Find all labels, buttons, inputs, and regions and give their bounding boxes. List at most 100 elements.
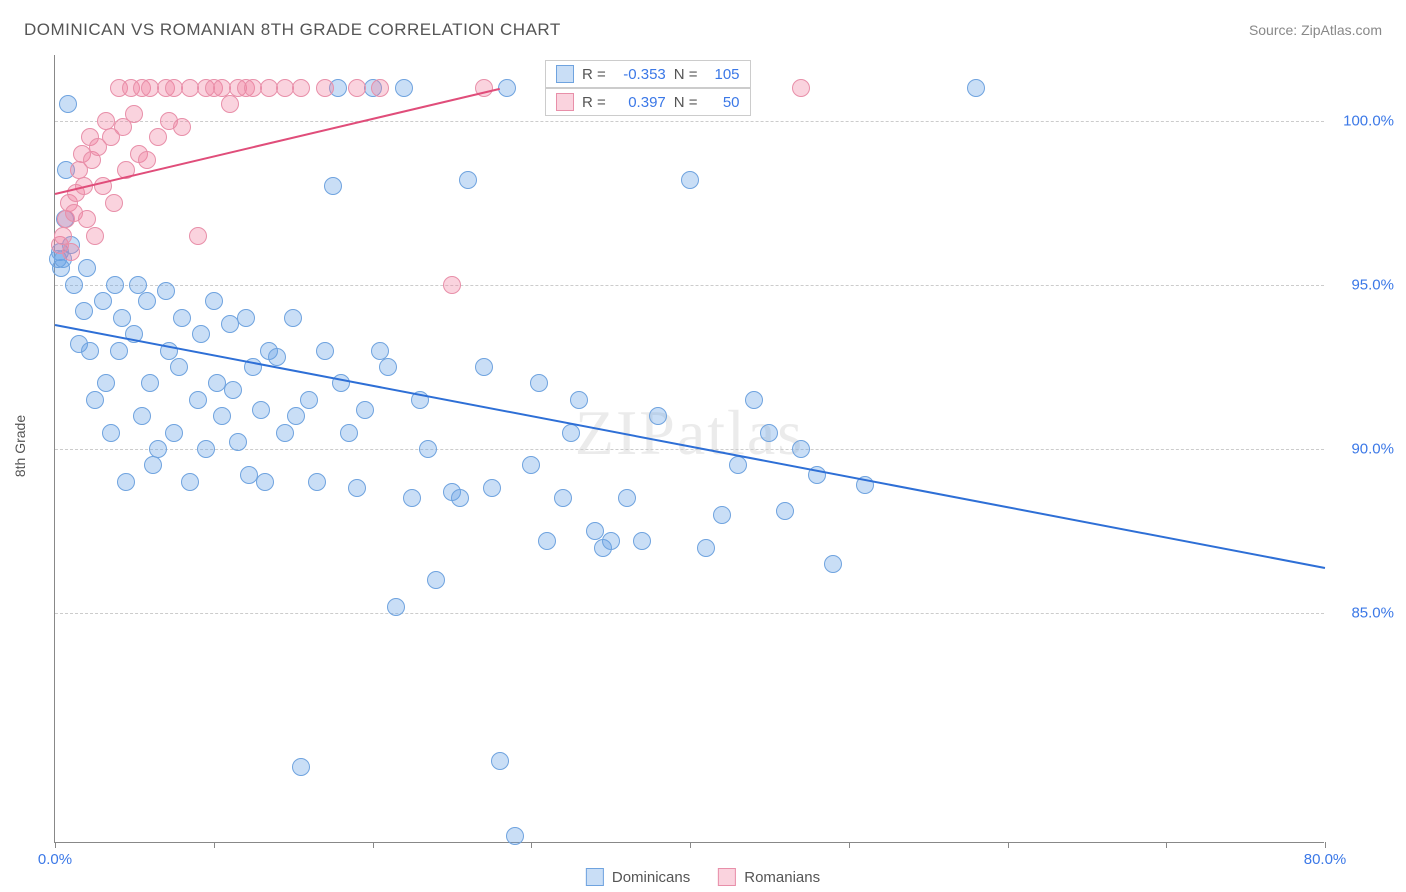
data-point-dominicans — [427, 571, 445, 589]
data-point-romanians — [86, 227, 104, 245]
data-point-dominicans — [170, 358, 188, 376]
data-point-dominicans — [157, 282, 175, 300]
data-point-romanians — [62, 243, 80, 261]
data-point-dominicans — [506, 827, 524, 845]
data-point-dominicans — [129, 276, 147, 294]
data-point-dominicans — [348, 479, 366, 497]
data-point-dominicans — [59, 95, 77, 113]
data-point-dominicans — [697, 539, 715, 557]
data-point-dominicans — [967, 79, 985, 97]
legend-swatch-icon — [556, 65, 574, 83]
data-point-dominicans — [459, 171, 477, 189]
data-point-romanians — [97, 112, 115, 130]
data-point-dominicans — [138, 292, 156, 310]
r-value: -0.353 — [614, 66, 666, 83]
data-point-dominicans — [403, 489, 421, 507]
data-point-dominicans — [745, 391, 763, 409]
x-tick-label: 80.0% — [1304, 851, 1347, 868]
data-point-dominicans — [451, 489, 469, 507]
x-tick-mark — [531, 842, 532, 848]
r-label: R = — [582, 94, 606, 111]
data-point-dominicans — [395, 79, 413, 97]
x-tick-mark — [1166, 842, 1167, 848]
data-point-dominicans — [165, 424, 183, 442]
data-point-dominicans — [308, 473, 326, 491]
data-point-dominicans — [570, 391, 588, 409]
data-point-dominicans — [633, 532, 651, 550]
data-point-romanians — [149, 128, 167, 146]
legend-swatch-icon — [586, 868, 604, 886]
data-point-romanians — [292, 79, 310, 97]
data-point-dominicans — [173, 309, 191, 327]
data-point-dominicans — [760, 424, 778, 442]
data-point-romanians — [125, 105, 143, 123]
r-value: 0.397 — [614, 94, 666, 111]
r-label: R = — [582, 66, 606, 83]
data-point-dominicans — [181, 473, 199, 491]
data-point-romanians — [792, 79, 810, 97]
data-point-romanians — [348, 79, 366, 97]
data-point-dominicans — [117, 473, 135, 491]
y-tick-label: 100.0% — [1334, 112, 1394, 129]
data-point-dominicans — [713, 506, 731, 524]
data-point-dominicans — [133, 407, 151, 425]
x-tick-mark — [214, 842, 215, 848]
n-label: N = — [674, 94, 698, 111]
legend-label: Dominicans — [612, 869, 690, 886]
data-point-dominicans — [113, 309, 131, 327]
data-point-dominicans — [94, 292, 112, 310]
data-point-romanians — [105, 194, 123, 212]
data-point-dominicans — [324, 177, 342, 195]
n-label: N = — [674, 66, 698, 83]
data-point-dominicans — [197, 440, 215, 458]
x-tick-mark — [690, 842, 691, 848]
data-point-dominicans — [340, 424, 358, 442]
data-point-romanians — [443, 276, 461, 294]
data-point-dominicans — [106, 276, 124, 294]
data-point-dominicans — [530, 374, 548, 392]
data-point-dominicans — [213, 407, 231, 425]
correlation-legend-dominicans: R =-0.353N =105 — [545, 60, 751, 88]
data-point-romanians — [371, 79, 389, 97]
data-point-dominicans — [562, 424, 580, 442]
x-tick-label: 0.0% — [38, 851, 72, 868]
data-point-dominicans — [371, 342, 389, 360]
y-tick-label: 85.0% — [1334, 605, 1394, 622]
data-point-dominicans — [276, 424, 294, 442]
data-point-dominicans — [824, 555, 842, 573]
legend-label: Romanians — [744, 869, 820, 886]
data-point-romanians — [221, 95, 239, 113]
data-point-dominicans — [189, 391, 207, 409]
legend: Dominicans Romanians — [586, 868, 820, 886]
data-point-romanians — [189, 227, 207, 245]
data-point-dominicans — [387, 598, 405, 616]
x-tick-mark — [55, 842, 56, 848]
x-tick-mark — [849, 842, 850, 848]
data-point-dominicans — [356, 401, 374, 419]
data-point-dominicans — [316, 342, 334, 360]
data-point-dominicans — [205, 292, 223, 310]
legend-item-dominicans: Dominicans — [586, 868, 690, 886]
y-tick-label: 90.0% — [1334, 441, 1394, 458]
data-point-dominicans — [649, 407, 667, 425]
legend-item-romanians: Romanians — [718, 868, 820, 886]
data-point-dominicans — [618, 489, 636, 507]
data-point-dominicans — [498, 79, 516, 97]
x-tick-mark — [1325, 842, 1326, 848]
data-point-dominicans — [141, 374, 159, 392]
gridline — [55, 121, 1324, 122]
data-point-dominicans — [75, 302, 93, 320]
data-point-dominicans — [224, 381, 242, 399]
data-point-romanians — [78, 210, 96, 228]
data-point-romanians — [173, 118, 191, 136]
data-point-dominicans — [65, 276, 83, 294]
data-point-dominicans — [483, 479, 501, 497]
chart-title: DOMINICAN VS ROMANIAN 8TH GRADE CORRELAT… — [24, 20, 561, 40]
data-point-dominicans — [229, 433, 247, 451]
data-point-romanians — [316, 79, 334, 97]
n-value: 50 — [706, 94, 740, 111]
data-point-dominicans — [419, 440, 437, 458]
data-point-dominicans — [86, 391, 104, 409]
data-point-romanians — [138, 151, 156, 169]
gridline — [55, 613, 1324, 614]
